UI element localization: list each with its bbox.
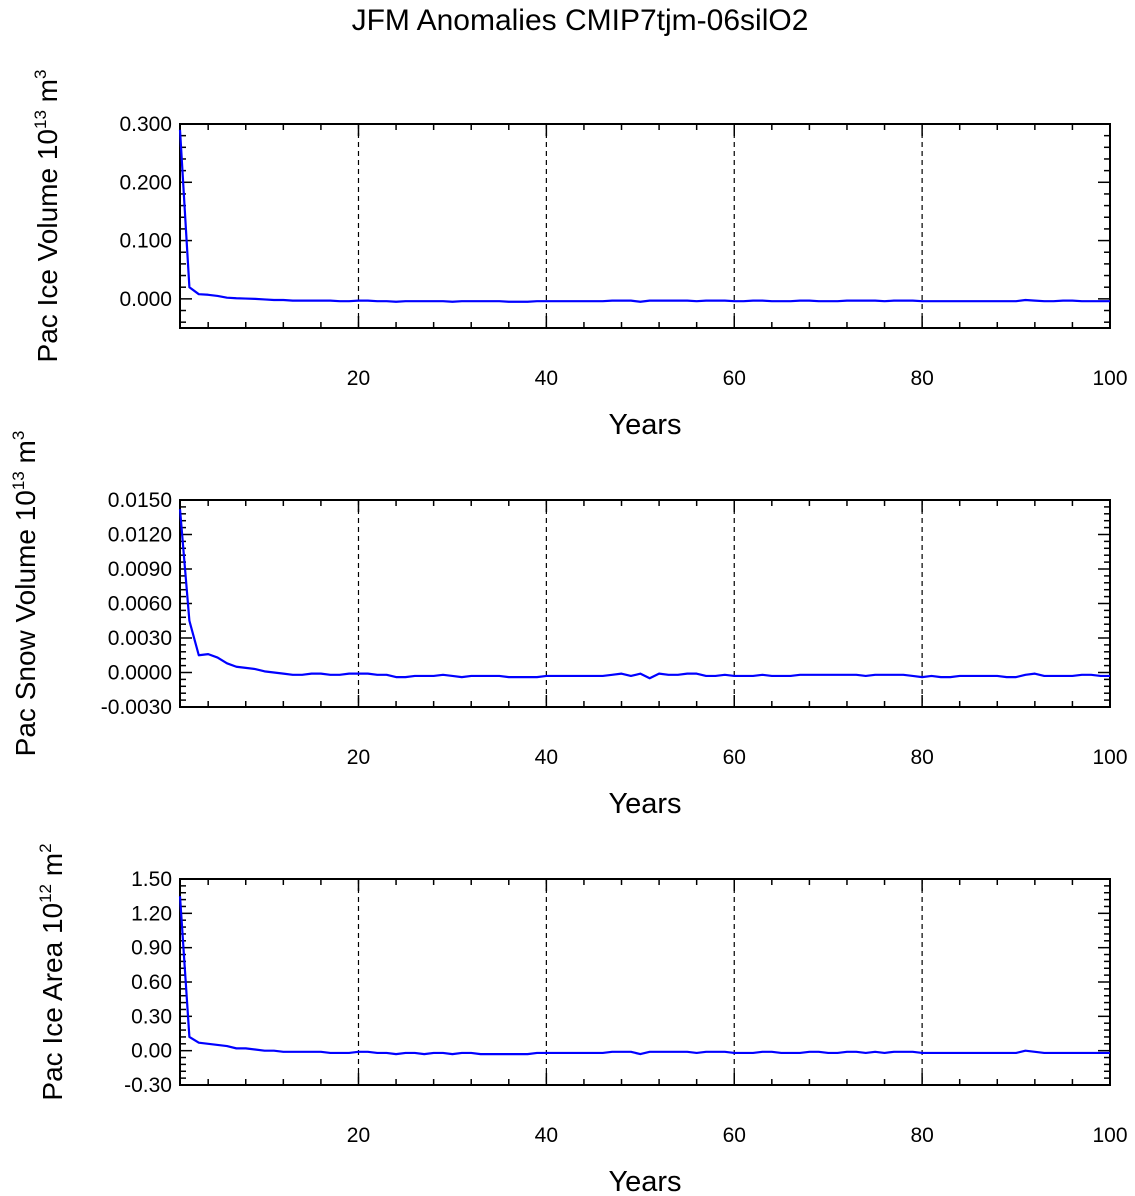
chart-panel-2: -0.0030 0.0000 0.0030 0.0060 0.0090 0.0120 0.0… bbox=[9, 431, 1128, 820]
y-tick-label: 0.300 bbox=[119, 113, 172, 136]
chart-panel-1: 0.000 0.100 0.200 0.300 20 40 60 80 100 Years Pac … bbox=[31, 70, 1128, 441]
y-tick-label: 0.0060 bbox=[108, 593, 172, 616]
x-axis-title: Years bbox=[608, 1166, 681, 1196]
x-tick-label: 40 bbox=[535, 746, 558, 769]
x-axis-title: Years bbox=[608, 788, 681, 820]
x-tick-label: 60 bbox=[723, 1124, 746, 1147]
y-tick-label: 0.0150 bbox=[108, 489, 172, 512]
y-tick-label: 1.50 bbox=[131, 868, 172, 891]
y-tick-label: 0.60 bbox=[131, 971, 172, 994]
y-tick-label: 0.0030 bbox=[108, 627, 172, 650]
y-tick-label: -0.30 bbox=[124, 1074, 172, 1097]
series-line bbox=[178, 509, 1110, 680]
y-axis-title-unit: m bbox=[10, 440, 41, 471]
y-tick-label: 0.00 bbox=[131, 1040, 172, 1063]
x-axis-title: Years bbox=[608, 409, 681, 441]
x-tick-label: 80 bbox=[910, 746, 933, 769]
y-axis-title-exponent: 13 bbox=[31, 110, 50, 129]
y-axis-title: Pac Snow Volume 1013 m3 bbox=[9, 431, 41, 757]
y-axis-title-unit-exponent: 3 bbox=[9, 431, 28, 440]
y-axis-title-unit: m bbox=[37, 853, 68, 884]
series-line bbox=[178, 129, 1110, 303]
plot-frame bbox=[179, 123, 1111, 329]
y-axis-title-text: Pac Ice Volume 10 bbox=[32, 129, 63, 362]
y-axis-title-text: Pac Ice Area 10 bbox=[37, 903, 68, 1101]
y-tick-label: 0.90 bbox=[131, 937, 172, 960]
x-tick-label: 20 bbox=[347, 746, 370, 769]
y-tick-label: 0.0090 bbox=[108, 558, 172, 581]
y-tick-label: 0.000 bbox=[119, 288, 172, 311]
x-tick-label: 40 bbox=[535, 367, 558, 390]
y-axis-title-unit-exponent: 3 bbox=[31, 70, 50, 79]
y-axis-title-unit: m bbox=[32, 79, 63, 110]
x-tick-label: 60 bbox=[723, 746, 746, 769]
y-tick-label: 0.30 bbox=[131, 1005, 172, 1028]
y-tick-label: -0.0030 bbox=[101, 696, 172, 719]
x-tick-label: 100 bbox=[1092, 1124, 1127, 1147]
y-axis-title-exponent: 13 bbox=[9, 471, 28, 490]
x-tick-label: 80 bbox=[910, 367, 933, 390]
x-tick-label: 40 bbox=[535, 1124, 558, 1147]
x-tick-label: 100 bbox=[1092, 746, 1127, 769]
y-tick-label: 0.0120 bbox=[108, 524, 172, 547]
y-axis-title: Pac Ice Area 1012 m2 bbox=[36, 843, 68, 1100]
y-axis-title-text: Pac Snow Volume 10 bbox=[10, 490, 41, 756]
series-line bbox=[178, 896, 1110, 1056]
y-tick-label: 1.20 bbox=[131, 902, 172, 925]
x-tick-label: 20 bbox=[347, 1124, 370, 1147]
y-tick-label: 0.100 bbox=[119, 230, 172, 253]
x-tick-label: 60 bbox=[723, 367, 746, 390]
x-tick-label: 80 bbox=[910, 1124, 933, 1147]
x-tick-label: 20 bbox=[347, 367, 370, 390]
plot-frame bbox=[179, 878, 1111, 1086]
y-axis-title-exponent: 12 bbox=[36, 884, 55, 903]
figure-title: JFM Anomalies CMIP7tjm-06silO2 bbox=[351, 4, 809, 37]
x-tick-label: 100 bbox=[1092, 367, 1127, 390]
y-axis-title: Pac Ice Volume 1013 m3 bbox=[31, 70, 63, 363]
y-axis-title-unit-exponent: 2 bbox=[36, 843, 55, 852]
y-tick-label: 0.0000 bbox=[108, 662, 172, 685]
y-tick-label: 0.200 bbox=[119, 171, 172, 194]
chart-panel-3: -0.30 0.00 0.30 0.60 0.90 1.20 1.50 20 40 60 80 100… bbox=[36, 843, 1128, 1196]
